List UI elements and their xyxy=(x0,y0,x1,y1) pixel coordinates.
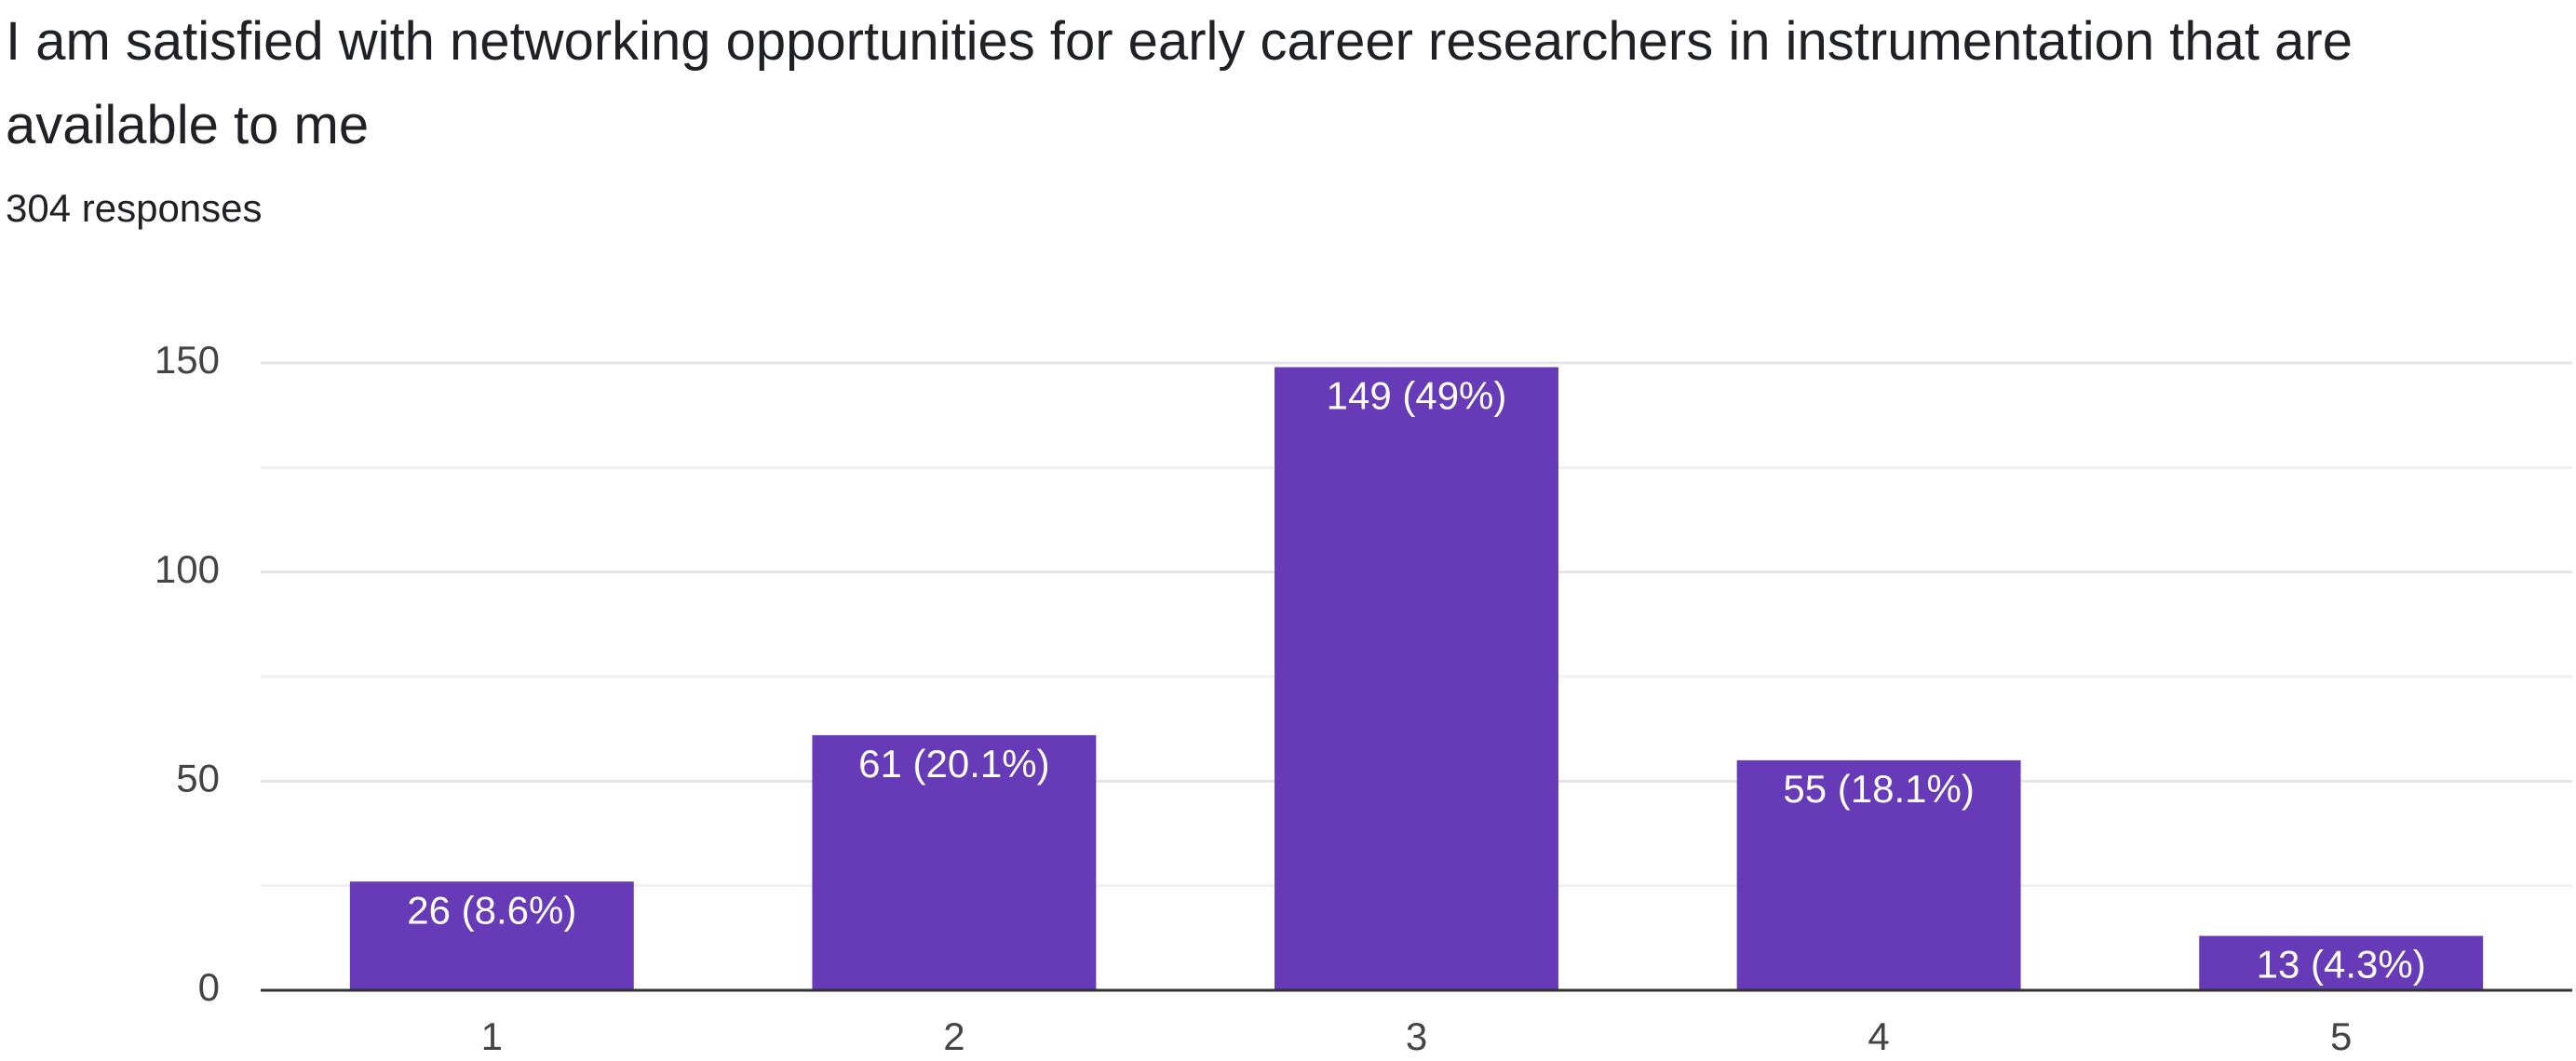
response-count: 304 responses xyxy=(6,186,263,230)
bar xyxy=(349,881,634,990)
x-tick-label: 4 xyxy=(1868,1014,1889,1058)
y-tick-label: 0 xyxy=(198,965,220,1009)
x-tick-label: 3 xyxy=(1406,1014,1427,1058)
value-label: 13 (4.3%) xyxy=(2257,943,2426,987)
bar xyxy=(1275,367,1558,990)
y-tick-label: 50 xyxy=(176,756,220,799)
value-label: 26 (8.6%) xyxy=(407,888,576,932)
value-label: 149 (49%) xyxy=(1327,374,1507,418)
x-tick-label: 5 xyxy=(2330,1014,2352,1058)
value-label: 61 (20.1%) xyxy=(858,742,1049,786)
x-tick-label: 1 xyxy=(481,1014,503,1058)
x-tick-label: 2 xyxy=(943,1014,964,1058)
bar xyxy=(2199,935,2484,990)
y-tick-label: 150 xyxy=(155,338,220,382)
bar xyxy=(812,734,1097,990)
y-tick-label: 100 xyxy=(155,547,220,591)
value-label: 55 (18.1%) xyxy=(1783,767,1974,811)
bar xyxy=(1736,759,2021,990)
chart-title: I am satisfied with networking opportuni… xyxy=(6,11,2353,155)
